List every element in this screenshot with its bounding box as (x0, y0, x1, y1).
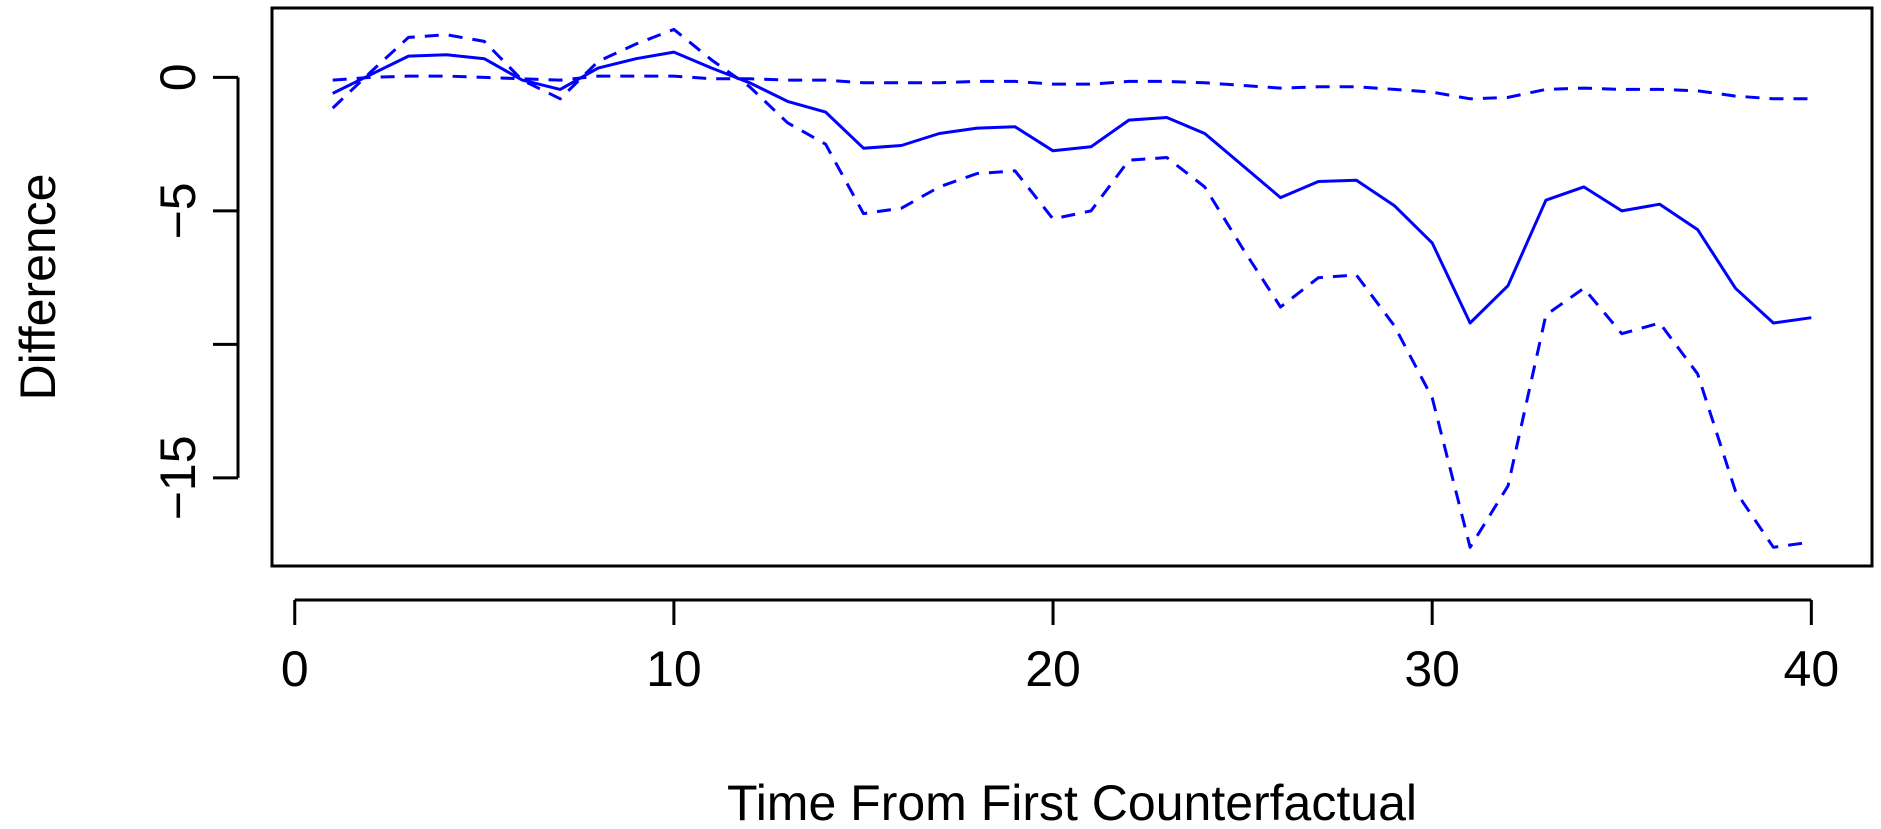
x-tick-label: 0 (281, 641, 309, 697)
x-tick-label: 10 (646, 641, 702, 697)
y-tick-label: 0 (150, 63, 206, 91)
y-axis-label: Difference (10, 174, 66, 401)
y-tick-label: −5 (150, 182, 206, 239)
x-tick-label: 40 (1784, 641, 1840, 697)
x-tick-label: 30 (1404, 641, 1460, 697)
y-tick-label: −15 (150, 435, 206, 520)
series-1-line (332, 50, 1812, 325)
x-tick-label: 20 (1025, 641, 1081, 697)
series-layer (331, 27, 1812, 549)
x-axis: 0 10 20 30 40 (281, 598, 1840, 697)
y-axis: 0 −5 −15 (150, 63, 240, 520)
plot-frame (270, 6, 1874, 568)
series-2-line (331, 27, 1812, 549)
x-axis-label: Time From First Counterfactual (727, 775, 1417, 829)
series-3-line (332, 74, 1812, 101)
